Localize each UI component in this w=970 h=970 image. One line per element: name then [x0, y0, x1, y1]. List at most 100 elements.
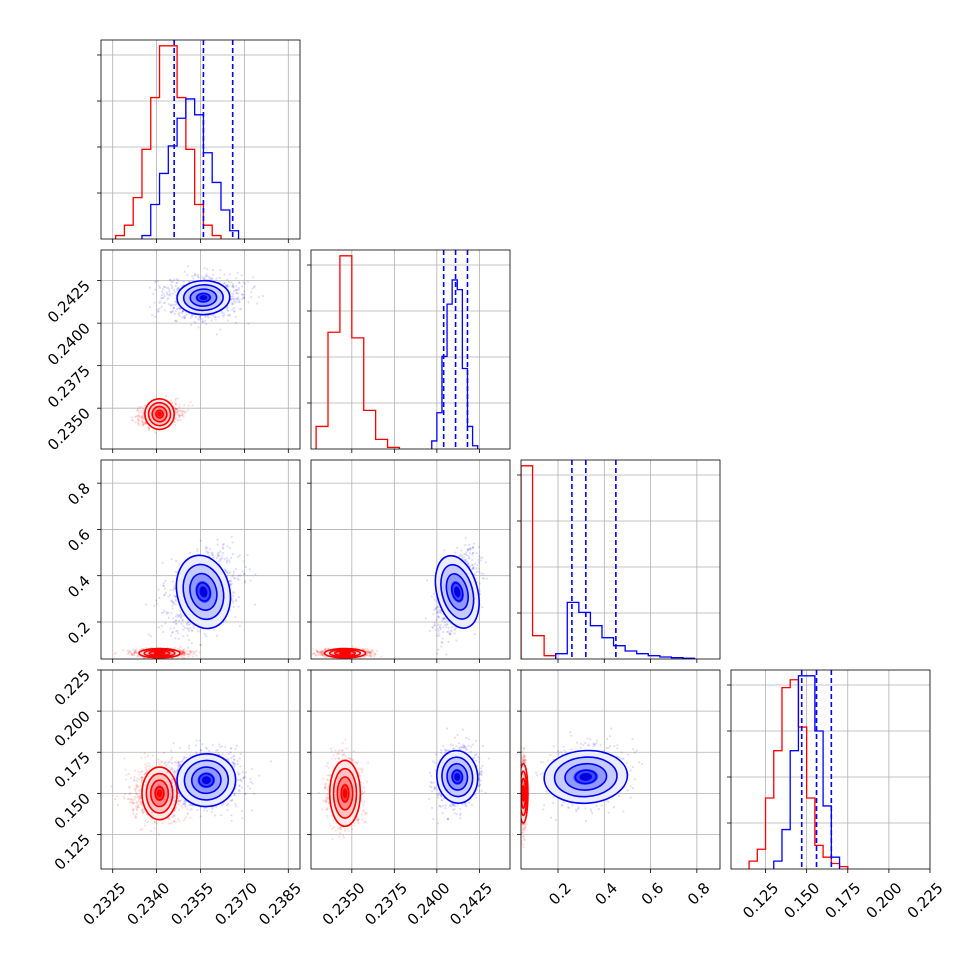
scatter-point	[176, 308, 179, 311]
scatter-point	[137, 417, 140, 421]
scatter-point	[153, 301, 156, 304]
scatter-point	[167, 616, 170, 619]
scatter-point	[182, 280, 185, 283]
scatter-point	[180, 411, 184, 414]
scatter-point	[174, 600, 178, 603]
contour-line	[145, 772, 174, 814]
scatter-point	[226, 284, 229, 287]
scatter-point	[230, 535, 233, 538]
scatter-point	[204, 319, 207, 323]
scatter-point	[190, 807, 193, 811]
scatter-point	[218, 276, 221, 280]
scatter-point	[235, 292, 238, 295]
scatter-point	[171, 607, 174, 610]
x-tick-label: 0.125	[739, 879, 782, 922]
scatter-point	[153, 659, 155, 661]
scatter-point	[189, 651, 193, 654]
scatter-point	[124, 768, 127, 771]
scatter-point	[168, 292, 171, 295]
scatter-point	[237, 288, 241, 291]
scatter-point	[221, 547, 225, 550]
scatter-point	[144, 819, 147, 822]
scatter-point	[234, 567, 237, 571]
scatter-point	[176, 410, 179, 413]
scatter-point	[253, 285, 256, 288]
scatter-point	[226, 570, 229, 573]
scatter-point	[219, 557, 222, 560]
scatter-point	[232, 289, 236, 293]
scatter-point	[242, 293, 245, 296]
y-tick-label: 0.2350	[44, 404, 94, 454]
scatter-point	[174, 399, 177, 402]
scatter-point	[163, 285, 166, 289]
scatter-point	[178, 800, 181, 803]
scatter-point	[232, 297, 235, 300]
scatter-point	[242, 281, 245, 284]
scatter-point	[110, 785, 113, 788]
scatter-point	[234, 321, 238, 324]
scatter-point	[148, 764, 152, 768]
scatter-point	[191, 274, 194, 278]
scatter-point	[141, 416, 145, 419]
scatter-point	[179, 649, 182, 652]
scatter-point	[198, 630, 202, 633]
scatter-point	[174, 303, 177, 306]
scatter-point	[142, 424, 145, 427]
scatter-point	[228, 571, 231, 574]
scatter-point	[232, 570, 235, 573]
scatter-point	[180, 311, 184, 315]
scatter-point	[136, 786, 139, 789]
scatter-point	[200, 749, 203, 752]
scatter-point	[190, 316, 193, 320]
scatter-point	[244, 565, 247, 569]
scatter-point	[179, 609, 182, 613]
scatter-point	[154, 820, 157, 823]
scatter-point	[172, 278, 176, 281]
scatter-point	[135, 779, 138, 782]
scatter-point	[140, 801, 143, 804]
scatter-point	[147, 428, 151, 431]
scatter-point	[140, 779, 144, 782]
scatter-point	[140, 776, 143, 780]
scatter-point	[201, 321, 204, 324]
scatter-point	[182, 635, 185, 638]
scatter-point	[177, 313, 180, 316]
scatter-point	[196, 547, 199, 550]
scatter-point	[183, 314, 186, 318]
panel-0-0	[97, 39, 301, 243]
scatter-point	[221, 551, 225, 555]
scatter-point	[241, 570, 244, 573]
scatter-point	[140, 778, 144, 781]
scatter-point	[136, 794, 139, 797]
scatter-point	[238, 300, 241, 304]
scatter-point	[165, 286, 168, 289]
scatter-point	[138, 789, 141, 793]
scatter-point	[205, 550, 208, 553]
scatter-point	[170, 612, 173, 615]
scatter-point	[181, 651, 184, 654]
scatter-point	[187, 813, 190, 816]
scatter-point	[171, 292, 174, 295]
scatter-point	[236, 271, 239, 274]
scatter-point	[181, 651, 184, 655]
scatter-point	[182, 819, 185, 822]
scatter-point	[178, 405, 181, 409]
scatter-point	[161, 822, 164, 825]
scatter-point	[182, 628, 185, 631]
scatter-point	[147, 762, 150, 765]
scatter-point	[175, 806, 178, 809]
scatter-point	[129, 652, 132, 655]
scatter-point	[205, 635, 208, 638]
scatter-point	[172, 602, 176, 605]
scatter-point	[244, 775, 247, 779]
scatter-point	[231, 292, 235, 296]
scatter-point	[215, 556, 218, 559]
scatter-point	[197, 276, 200, 279]
scatter-point	[196, 630, 199, 633]
scatter-point	[185, 410, 188, 413]
scatter-point	[198, 315, 202, 319]
scatter-point	[186, 808, 189, 811]
scatter-point	[177, 307, 181, 310]
scatter-point	[160, 625, 164, 628]
scatter-point	[217, 554, 220, 557]
